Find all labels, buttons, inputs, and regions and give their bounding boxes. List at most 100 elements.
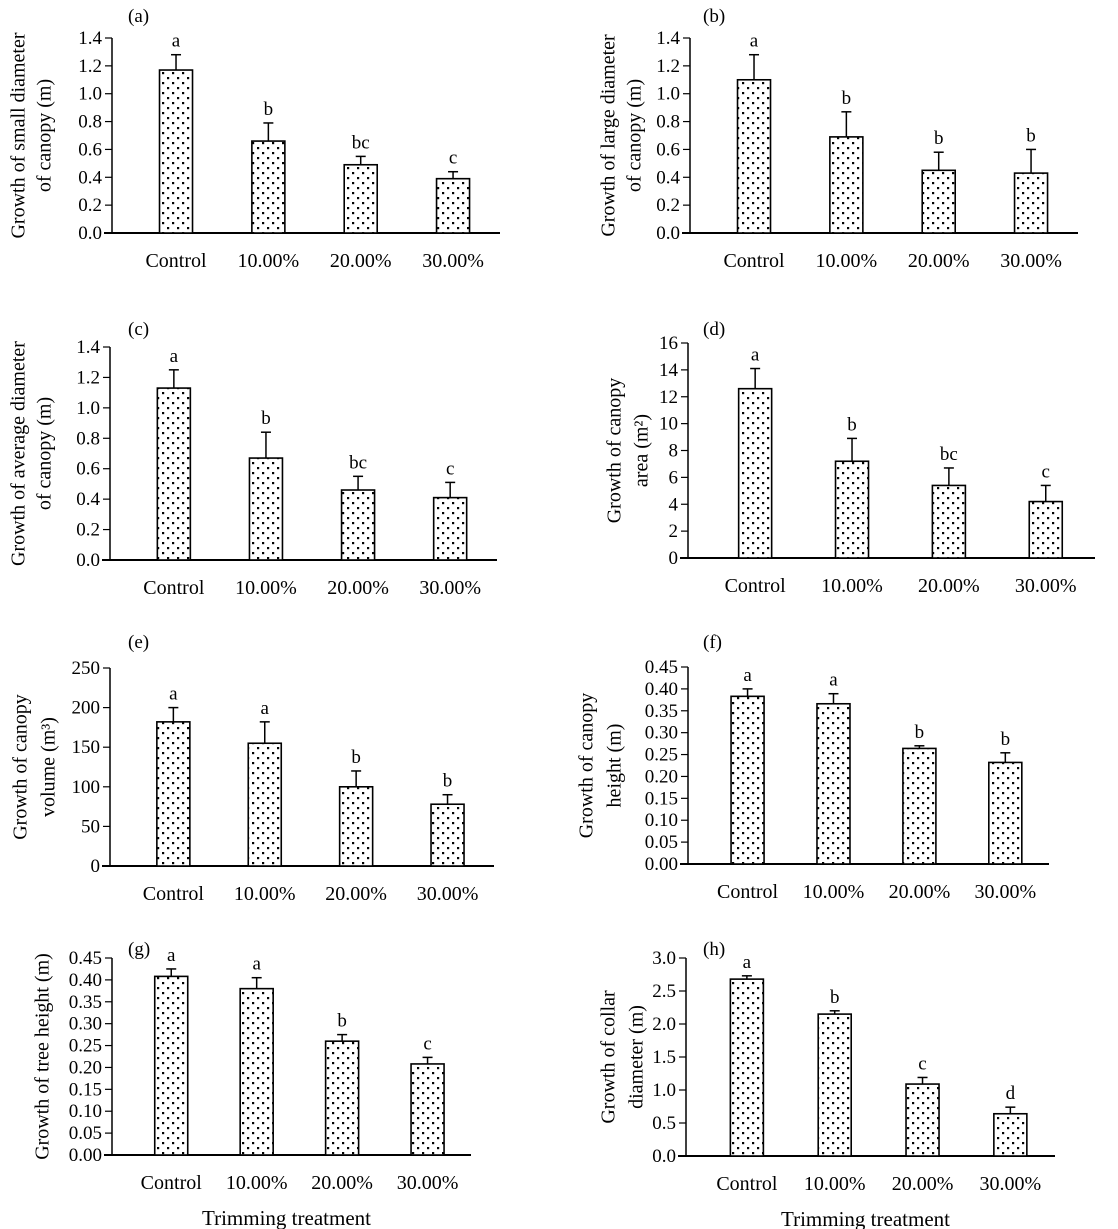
bar — [156, 721, 191, 867]
y-tick-label: 0.20 — [645, 766, 678, 787]
x-tick-label: 10.00% — [235, 577, 297, 599]
y-tick-label: 100 — [72, 777, 101, 798]
bar — [737, 387, 773, 559]
significance-letter: c — [446, 458, 454, 479]
y-tick-label: 0.15 — [69, 1079, 102, 1100]
y-axis-label: Growth of collar — [598, 990, 620, 1124]
bar — [435, 177, 471, 234]
y-tick-label: 0.40 — [69, 970, 102, 991]
y-tick-label: 4 — [669, 494, 679, 515]
x-tick-label: 10.00% — [821, 575, 883, 597]
x-tick-label: 30.00% — [419, 577, 481, 599]
y-tick-label: 0.20 — [69, 1057, 102, 1078]
x-tick-label: 20.00% — [908, 250, 970, 272]
y-tick-label: 0.2 — [656, 195, 680, 216]
bar — [736, 78, 772, 234]
bar — [988, 761, 1023, 865]
y-tick-label: 1.2 — [656, 56, 680, 77]
significance-letter: c — [423, 1033, 431, 1054]
y-tick-label: 0.2 — [78, 195, 102, 216]
y-tick-label: 0.00 — [645, 854, 678, 875]
y-tick-label: 0.4 — [656, 167, 680, 188]
y-tick-label: 0.8 — [76, 428, 100, 449]
bar — [816, 702, 851, 865]
y-tick-label: 0.5 — [652, 1113, 676, 1134]
y-tick-label: 3.0 — [652, 948, 676, 969]
bar — [158, 69, 194, 234]
x-tick-label: 20.00% — [325, 883, 387, 905]
y-tick-label: 8 — [669, 441, 679, 462]
y-tick-label: 0.0 — [78, 223, 102, 244]
bar — [1028, 500, 1064, 559]
bar — [905, 1083, 940, 1157]
panel-label: (h) — [703, 939, 725, 960]
x-tick-label: 10.00% — [234, 883, 296, 905]
y-tick-label: 250 — [72, 658, 101, 679]
y-tick-label: 1.0 — [78, 84, 102, 105]
x-tick-label: 10.00% — [226, 1172, 288, 1194]
y-axis-label: diameter (m) — [626, 1005, 648, 1109]
y-tick-label: 0.2 — [76, 520, 100, 541]
bar — [829, 136, 864, 234]
y-tick-label: 2.0 — [652, 1014, 676, 1035]
significance-letter: bc — [349, 452, 367, 473]
x-tick-label: 30.00% — [980, 1173, 1042, 1195]
bar — [156, 387, 192, 561]
x-tick-label: 10.00% — [238, 250, 300, 272]
x-tick-label: 30.00% — [397, 1172, 459, 1194]
y-axis-label: Growth of canopy — [10, 694, 32, 840]
x-tick-label: 20.00% — [892, 1173, 954, 1195]
x-tick-label: Control — [145, 250, 207, 272]
x-tick-label: Control — [143, 577, 205, 599]
panel-label: (b) — [703, 6, 725, 27]
bar — [817, 1013, 853, 1157]
y-axis-label: Growth of small diameter — [8, 32, 30, 238]
y-axis-label: area (m²) — [631, 414, 653, 487]
significance-letter: b — [264, 99, 274, 120]
y-tick-label: 0.30 — [645, 723, 678, 744]
y-tick-label: 0.45 — [69, 948, 102, 969]
significance-letter: c — [918, 1053, 926, 1074]
significance-letter: b — [847, 414, 857, 435]
significance-letter: a — [170, 346, 179, 367]
bar — [931, 484, 967, 559]
significance-letter: c — [1042, 461, 1050, 482]
y-tick-label: 0.15 — [645, 788, 678, 809]
x-tick-label: Control — [725, 575, 787, 597]
significance-letter: b — [1001, 729, 1011, 750]
x-tick-label: Control — [716, 1173, 778, 1195]
bar — [993, 1112, 1028, 1157]
significance-letter: c — [449, 148, 457, 169]
bar — [730, 695, 765, 865]
x-tick-label: 20.00% — [330, 250, 392, 272]
x-axis-label: Trimming treatment — [202, 1206, 371, 1229]
y-tick-label: 0.40 — [645, 679, 678, 700]
x-tick-label: 30.00% — [417, 883, 479, 905]
bar — [834, 460, 870, 559]
significance-letter: d — [1006, 1083, 1016, 1104]
y-axis-label: volume (m³) — [38, 717, 60, 817]
significance-letter: a — [169, 684, 178, 705]
panel-a: (a) 0.0 0.2 0.4 0.6 0.8 1.0 1.2 1.4 Growth of sma… — [8, 6, 500, 272]
y-axis-label: Growth of tree height (m) — [32, 953, 54, 1160]
y-tick-label: 16 — [659, 333, 678, 354]
x-tick-label: 10.00% — [816, 250, 878, 272]
x-tick-label: Control — [141, 1172, 203, 1194]
y-tick-label: 1.2 — [76, 367, 100, 388]
y-tick-label: 0.00 — [69, 1145, 102, 1166]
panel-label: (d) — [703, 319, 725, 340]
bar — [432, 496, 468, 561]
x-axis-label: Trimming treatment — [781, 1207, 950, 1229]
bar — [324, 1040, 360, 1156]
y-tick-label: 1.2 — [78, 56, 102, 77]
significance-letter: b — [261, 408, 271, 429]
y-axis-label: Growth of canopy — [604, 378, 626, 524]
y-axis-label: of canopy (m) — [34, 397, 56, 510]
y-axis-label: Growth of canopy — [576, 693, 598, 839]
panel-e: (e) 0 50 100 150 200 250 Growth of canopy volume… — [10, 632, 494, 905]
significance-letter: a — [172, 31, 181, 52]
x-tick-label: 30.00% — [974, 881, 1036, 903]
y-tick-label: 14 — [659, 360, 679, 381]
y-tick-label: 6 — [669, 467, 679, 488]
